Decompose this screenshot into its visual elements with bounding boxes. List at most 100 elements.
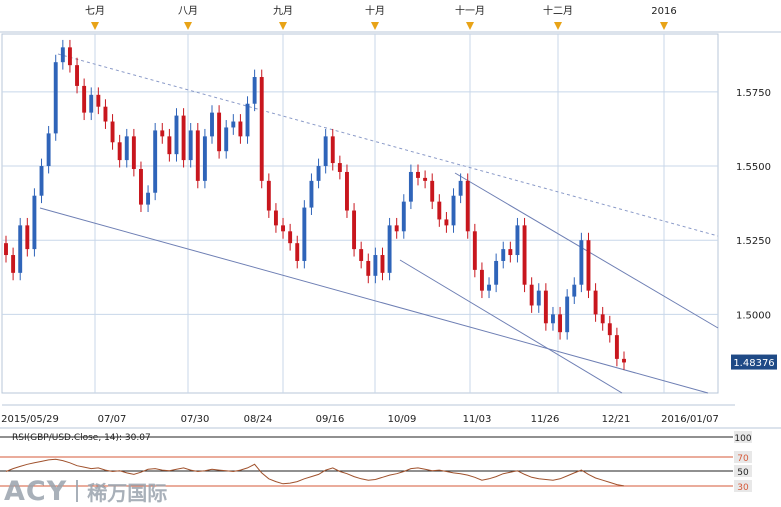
candle [479, 262, 484, 299]
candle-body [401, 201, 406, 232]
candle [210, 105, 214, 144]
last-price-label: 1.48376 [733, 358, 774, 369]
candle [32, 188, 37, 257]
candle-body [224, 127, 229, 152]
candle [67, 39, 72, 73]
rsi-level-label: 100 [734, 434, 751, 444]
candle-body [593, 290, 598, 315]
candle-body [551, 314, 555, 324]
plot-frame [1, 33, 719, 394]
candle-body [529, 284, 534, 306]
candle-body [586, 240, 591, 291]
logo-separator [76, 480, 79, 502]
candle-body [210, 112, 214, 137]
resistance-dashed-trendline [57, 53, 719, 237]
candle [558, 306, 563, 340]
candle-body [160, 130, 165, 137]
candle-body [359, 249, 364, 261]
rsi-level-badge [734, 465, 752, 477]
candle [373, 247, 378, 284]
month-label: 十月 [365, 4, 385, 17]
chart-grid [1, 33, 719, 394]
candle-body [288, 231, 293, 244]
candle [11, 247, 16, 281]
x-tick-label: 2015/05/29 [1, 414, 59, 425]
candle [614, 327, 619, 367]
candle [494, 253, 499, 293]
candle [96, 87, 101, 115]
candle [444, 212, 449, 233]
candle [622, 351, 626, 370]
candle-body [515, 225, 520, 256]
candle [394, 217, 399, 239]
candle [465, 173, 470, 239]
month-marker [660, 22, 668, 30]
candle-body [337, 163, 342, 172]
rsi-panel: RSI(GBP/USD.Close, 14): 30.07 100 70 50 30 [0, 427, 781, 493]
x-tick-label: 08/24 [244, 414, 273, 425]
candle [160, 123, 165, 144]
candle-body [53, 62, 58, 134]
candle-body [217, 112, 222, 152]
candle [53, 54, 58, 141]
candle [352, 203, 357, 257]
x-tick-label: 11/26 [531, 414, 560, 425]
date-axis: 2015/05/29 07/07 07/30 08/24 09/16 10/09 11/03… [1, 404, 735, 425]
month-label: 十一月 [455, 4, 485, 17]
candle [508, 241, 513, 263]
x-tick-label: 11/03 [463, 414, 492, 425]
x-tick-label: 12/21 [602, 414, 631, 425]
candle [295, 235, 300, 269]
candle-body [444, 219, 449, 226]
rsi-level-label: 50 [737, 468, 749, 478]
candle-body [345, 171, 349, 211]
rsi-title: RSI(GBP/USD.Close, 14): 30.07 [12, 433, 151, 443]
candle [252, 69, 257, 112]
candle-body [600, 314, 605, 324]
candle-body [89, 94, 94, 113]
candle [110, 114, 115, 150]
candle-body [174, 115, 179, 155]
candle-body [60, 47, 65, 63]
candle [536, 283, 541, 313]
candle [586, 232, 591, 299]
candle [529, 277, 534, 313]
month-marker [279, 22, 287, 30]
candle-body [67, 47, 72, 66]
candle-body [572, 284, 577, 297]
candle-body [508, 249, 513, 256]
candle-body [558, 314, 563, 333]
x-tick-label: 07/07 [98, 414, 127, 425]
rsi-level-label: 70 [737, 454, 749, 464]
candle [266, 173, 271, 218]
month-label: 九月 [273, 5, 293, 17]
candle-body [96, 94, 101, 107]
candle [572, 277, 577, 304]
candle-body [522, 225, 527, 285]
candle-body [408, 171, 413, 202]
candle-body [416, 171, 420, 178]
top-month-axis: 七月 八月 九月 十月 十一月 十二月 2016 [0, 4, 781, 33]
candle [430, 173, 435, 210]
candle-body [195, 130, 200, 181]
candle [245, 96, 250, 144]
candle [238, 114, 243, 144]
candle-body [380, 255, 385, 273]
candle [600, 306, 605, 331]
candle-body [146, 192, 151, 205]
candle [153, 123, 158, 201]
y-tick-label: 1.5750 [736, 88, 771, 99]
candle-body [614, 335, 619, 359]
candle-body [245, 103, 250, 137]
candle [408, 164, 413, 210]
candle-body [82, 85, 87, 113]
candle-body [131, 136, 136, 169]
candle-body [451, 195, 456, 226]
candle [423, 170, 428, 189]
candle [181, 108, 186, 168]
candle [309, 173, 314, 215]
candle [288, 223, 293, 251]
candle-body [153, 130, 158, 193]
candle-body [25, 225, 30, 250]
price-axis: 1.5750 1.5500 1.5250 1.5000 1.48376 [731, 88, 777, 370]
